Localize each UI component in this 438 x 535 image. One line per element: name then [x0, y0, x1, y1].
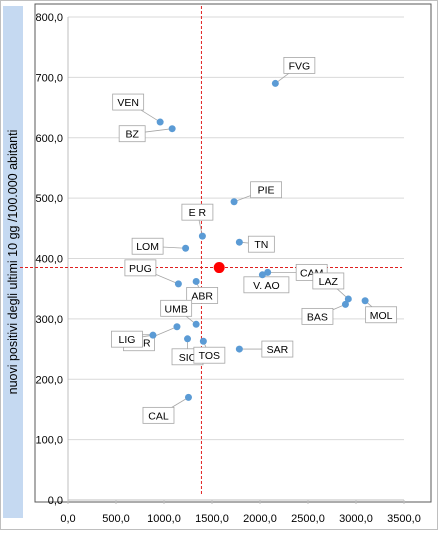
point-label-fvg: FVG: [289, 60, 311, 72]
data-points: [149, 79, 369, 401]
point-label-umb: UMB: [164, 303, 187, 315]
y-tick-label: 100,0: [35, 435, 63, 447]
data-point-laz: [344, 295, 352, 303]
point-label-tos: TOS: [199, 350, 220, 362]
data-point-tos: [199, 337, 207, 345]
data-point-tn: [235, 238, 243, 246]
data-point-lig: [149, 331, 157, 339]
point-label-laz: LAZ: [319, 276, 339, 288]
point-label-box: [261, 340, 294, 358]
point-label-box: [111, 330, 143, 348]
data-point-bas: [341, 300, 349, 308]
point-label-box: [365, 306, 398, 324]
x-tick-label: 1500,0: [195, 513, 229, 525]
y-tick-label: 300,0: [35, 314, 63, 326]
point-label-pie: PIE: [258, 185, 275, 197]
point-label-box: [131, 237, 164, 255]
point-label-box: [193, 346, 226, 364]
highlight-point: [213, 262, 225, 274]
point-label-box: [160, 299, 193, 317]
data-point-pug: [174, 280, 182, 288]
axes: 0,0 100,0 200,0 300,0 400,0 500,0 600,0 700,0 80…: [35, 12, 420, 525]
y-tick-label: 600,0: [35, 133, 63, 145]
data-point-cal: [184, 393, 192, 401]
point-label-box: [112, 93, 145, 111]
x-tick-label: 500,0: [102, 513, 130, 525]
point-label-abr: ABR: [191, 290, 213, 302]
point-label-box: [124, 259, 157, 277]
x-tick-label: 2500,0: [291, 513, 325, 525]
ylabel-band: [3, 6, 23, 518]
point-label-box: [312, 272, 345, 290]
point-label-lig: LIG: [118, 334, 135, 346]
x-tick-label: 1000,0: [147, 513, 181, 525]
y-tick-label: 700,0: [35, 72, 63, 84]
data-point-v--ao: [258, 271, 266, 279]
point-label-ven: VEN: [117, 97, 139, 109]
reference-lines: [20, 6, 402, 496]
y-tick-label: 400,0: [35, 254, 63, 266]
data-point-mol: [361, 297, 369, 305]
data-point-fvg: [271, 79, 279, 87]
point-label-box: [186, 287, 219, 304]
point-label-sar: SAR: [267, 344, 289, 356]
x-tick-label: 0,0: [60, 513, 75, 525]
data-point-sic: [184, 335, 192, 343]
plot-area-border: [34, 3, 432, 503]
data-point-lom: [182, 244, 190, 252]
point-label-e-r: E R: [189, 207, 207, 219]
y-tick-label: 800,0: [35, 12, 63, 24]
point-label-tn: TN: [254, 239, 268, 251]
point-label-box: [283, 57, 316, 74]
point-label-box: [250, 181, 282, 199]
point-label-bz: BZ: [125, 129, 139, 141]
point-label-box: [142, 406, 175, 424]
point-label-box: [247, 235, 275, 253]
x-tick-label: 3000,0: [339, 513, 373, 525]
point-label-lom: LOM: [136, 241, 159, 253]
data-point-e-r: [198, 232, 206, 240]
point-label-pug: PUG: [129, 263, 152, 275]
y-tick-label: 200,0: [35, 374, 63, 386]
point-label-cal: CAL: [148, 410, 169, 422]
data-point-mar: [173, 323, 181, 331]
y-tick-label: 500,0: [35, 193, 63, 205]
data-point-cam: [264, 268, 272, 276]
data-point-pie: [230, 198, 238, 206]
data-point-abr: [192, 277, 200, 285]
x-tick-label: 3500,0: [387, 513, 421, 525]
point-label-box: [118, 125, 146, 143]
data-point-sar: [235, 345, 243, 353]
point-label-sic: SIC: [179, 352, 197, 364]
point-label-v--ao: V. AO: [253, 280, 279, 292]
point-label-bas: BAS: [307, 311, 328, 323]
point-label-box: [181, 203, 214, 221]
point-label-box: [301, 307, 334, 325]
point-label-mol: MOL: [370, 310, 393, 322]
x-tick-label: 2000,0: [243, 513, 277, 525]
data-point-umb: [192, 320, 200, 328]
data-point-bz: [168, 125, 176, 133]
data-point-ven: [156, 118, 164, 126]
y-axis-label: nuovi positivi degli ultimi 10 gg /100.0…: [6, 130, 20, 395]
point-label-box: [243, 276, 290, 294]
y-tick-label: 0,0: [48, 495, 63, 507]
